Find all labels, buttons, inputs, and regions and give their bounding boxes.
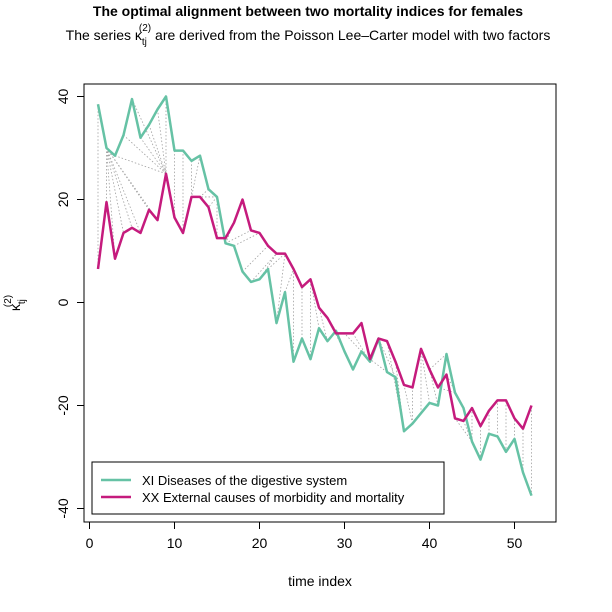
alignment-line [454,418,473,442]
x-tick-label: 0 [86,535,94,551]
alignment-line [259,253,277,280]
alignment-line [131,98,167,174]
alignment-line [148,124,167,174]
x-tick-label: 30 [337,535,353,551]
x-tick-label: 50 [507,535,523,551]
alignment-line [344,333,362,352]
alignment-line [429,353,447,370]
y-tick-label-group: 0 [55,298,71,306]
y-tick-label: -40 [55,498,71,518]
alignment-line [250,253,277,283]
y-tick-label: 20 [55,192,71,208]
alignment-line [310,279,320,329]
alignment-line [327,317,345,352]
alignment-line [225,230,252,244]
series-line-digestive [96,95,533,497]
plot-frame [83,83,557,523]
x-tick-label: 20 [252,535,268,551]
alignment-line [191,155,201,198]
alignment-line [140,137,167,174]
alignment-line [208,196,218,208]
svg-text:κtj(2): κtj(2) [3,295,28,311]
alignment-line [267,253,286,270]
series-lines [96,95,533,497]
alignment-line [106,147,141,234]
series-line-external [96,172,533,430]
alignment-line [106,147,133,228]
legend-box [91,461,445,515]
y-tick-label-group: -40 [55,498,71,518]
y-tick-label-group: -20 [55,395,71,415]
legend: XI Diseases of the digestive system XX E… [91,461,445,515]
alignment-line [106,147,158,221]
alignment-line [106,147,116,259]
alignment-line [242,245,269,272]
legend-label-external: XX External causes of morbidity and mort… [142,490,405,505]
y-axis-label: κtj(2) [3,295,28,311]
alignment-line [284,268,294,293]
alignment-line [106,147,124,234]
legend-label-digestive: XI Diseases of the digestive system [142,473,347,488]
alignment-line [369,358,388,373]
alignment-line [199,188,209,198]
y-tick-label: 0 [55,298,71,306]
y-tick-label-group: 40 [55,89,71,105]
alignment-line [403,384,413,424]
alignment-line [123,134,167,175]
alignment-line [157,109,167,174]
chart-subtitle: The series κtj(2) are derived from the P… [66,23,551,48]
y-tick-label-group: 20 [55,192,71,208]
alignment-line [420,348,430,403]
x-tick-label: 40 [422,535,438,551]
alignment-line [233,232,260,247]
y-tick-label: 40 [55,89,71,105]
x-tick-label: 10 [167,535,183,551]
alignment-line [318,307,328,342]
chart-title: The optimal alignment between two mortal… [93,3,523,19]
alignment-line [429,369,439,406]
y-tick-label: -20 [55,395,71,415]
alignment-line [276,253,286,324]
x-axis-label: time index [288,573,352,589]
